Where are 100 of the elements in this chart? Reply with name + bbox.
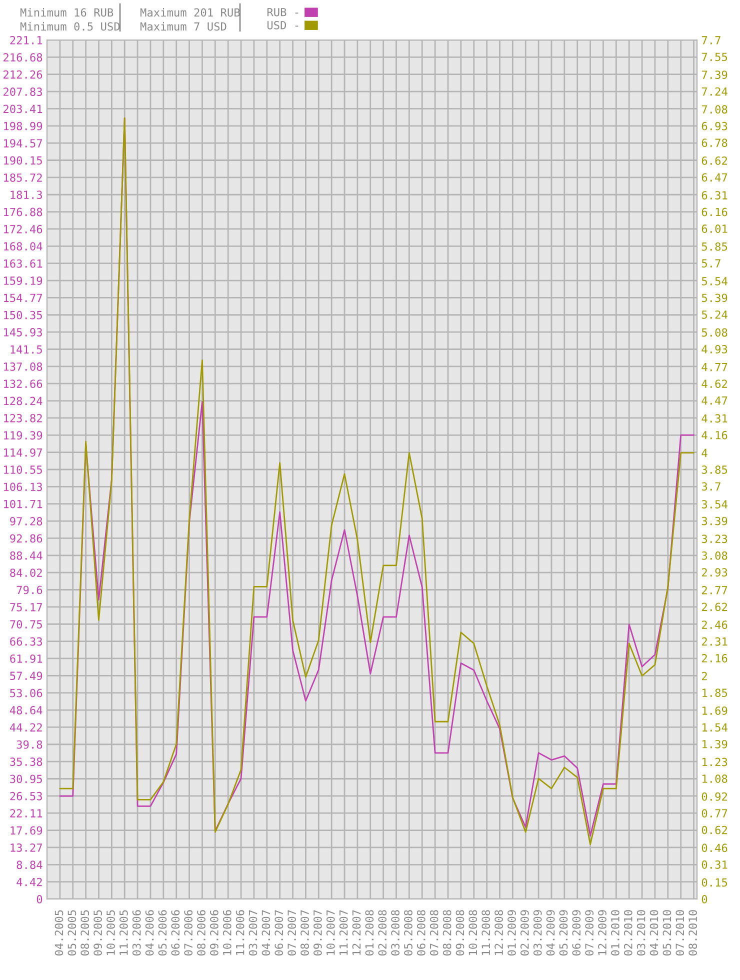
y-tick-label: 92.86 xyxy=(10,534,42,543)
x-tick-label: 02.2009 xyxy=(520,910,529,956)
y2-tick-label: 6.01 xyxy=(702,224,728,233)
y2-tick-label: 3.85 xyxy=(702,466,728,474)
x-tick-label: 05.2009 xyxy=(559,910,568,956)
y2-tick-label: 7.7 xyxy=(702,36,720,44)
x-tick-label: 06.2006 xyxy=(171,910,180,956)
y2-tick-label: 4.62 xyxy=(702,380,727,388)
y2-tick-label: 3.54 xyxy=(702,500,728,508)
x-tick-label: 08.2005 xyxy=(80,910,90,956)
y2-tick-label: 1.54 xyxy=(702,723,728,732)
y2-tick-label: 5.85 xyxy=(702,242,728,251)
x-tick-label: 01.2008 xyxy=(365,910,374,956)
y-tick-label: 97.28 xyxy=(10,517,42,526)
y-tick-label: 132.66 xyxy=(4,380,42,388)
y-tick-label: 44.22 xyxy=(10,723,42,732)
y-tick-label: 150.35 xyxy=(4,310,42,320)
x-tick-label: 01.2010 xyxy=(611,910,620,956)
x-tick-label: 05.2008 xyxy=(404,910,412,956)
x-tick-label: 02.2008 xyxy=(378,910,387,956)
y2-tick-label: 6.47 xyxy=(702,173,728,182)
y-tick-label: 79.6 xyxy=(16,586,42,594)
x-tick-label: 12.2008 xyxy=(494,910,503,955)
x-tick-label: 03.2006 xyxy=(132,910,141,956)
y2-tick-label: 2 xyxy=(702,672,707,680)
x-tick-label: 03.2007 xyxy=(248,910,258,956)
y2-tick-label: 7.55 xyxy=(702,52,728,62)
y2-tick-label: 5.39 xyxy=(702,294,728,302)
text: Minimum 0.5 USD xyxy=(20,22,120,31)
y-tick-label: 75.17 xyxy=(10,603,42,612)
y-tick-label: 168.04 xyxy=(4,242,42,251)
y2-tick-label: 7.24 xyxy=(702,87,728,96)
y2-tick-label: 5.7 xyxy=(702,259,720,268)
y2-tick-label: 3.08 xyxy=(702,551,728,560)
x-tick-label: 08.2010 xyxy=(688,910,698,956)
x-tick-label: 11.2005 xyxy=(119,910,128,955)
y-tick-label: 70.75 xyxy=(10,620,42,629)
x-tick-label: 08.2006 xyxy=(197,910,206,956)
y-tick-label: 123.82 xyxy=(4,414,42,422)
y-tick-label: 8.84 xyxy=(16,860,42,870)
x-tick-label: 09.2006 xyxy=(210,910,218,956)
y-tick-label: 13.27 xyxy=(10,843,42,852)
y-tick-label: 141.5 xyxy=(10,345,42,354)
y-tick-label: 114.97 xyxy=(4,448,42,457)
y-tick-label: 207.83 xyxy=(4,88,42,96)
y2-tick-label: 0.46 xyxy=(702,844,728,852)
y2-tick-label: 4 xyxy=(702,448,708,458)
x-tick-label: 03.2009 xyxy=(533,910,542,956)
y2-tick-label: 1.69 xyxy=(702,706,728,715)
x-tick-label: 08.2008 xyxy=(442,910,452,956)
x-tick-label: 07.2006 xyxy=(184,910,193,956)
x-tick-label: 07.2010 xyxy=(676,910,684,956)
x-tick-label: 12.2007 xyxy=(352,910,361,955)
y-tick-label: 216.68 xyxy=(4,53,42,62)
y-tick-label: 48.64 xyxy=(10,706,42,714)
x-tick-label: 12.2009 xyxy=(598,910,606,955)
x-tick-label: 09.2005 xyxy=(94,910,102,956)
text: Maximum 7 USD xyxy=(140,22,226,31)
x-tick-label: 04.2007 xyxy=(262,910,270,956)
y2-tick-label: 3.23 xyxy=(702,534,728,544)
x-tick-label: 06.2009 xyxy=(572,910,581,956)
y-tick-label: 30.95 xyxy=(10,774,42,784)
x-tick-label: 07.2007 xyxy=(288,910,296,956)
y-tick-label: 203.41 xyxy=(4,104,42,114)
y-tick-label: 84.02 xyxy=(10,568,42,577)
y-tick-label: 163.61 xyxy=(4,259,42,268)
y2-tick-label: 2.62 xyxy=(702,602,727,612)
x-tick-label: 01.2009 xyxy=(508,910,516,956)
y-tick-label: 194.57 xyxy=(4,139,42,148)
x-tick-label: 11.2008 xyxy=(482,910,490,955)
y-tick-label: 159.19 xyxy=(4,276,42,285)
legend-label: RUB - xyxy=(267,8,298,16)
y2-tick-label: 2.46 xyxy=(702,620,728,629)
y-tick-label: 154.77 xyxy=(4,294,42,302)
y-tick-label: 106.13 xyxy=(4,482,42,492)
y-tick-label: 26.53 xyxy=(10,792,42,800)
y-tick-label: 35.38 xyxy=(10,758,42,766)
y-tick-label: 101.71 xyxy=(4,500,42,508)
x-tick-label: 06.2008 xyxy=(416,910,426,956)
y-tick-label: 0 xyxy=(36,895,42,904)
y-tick-label: 128.24 xyxy=(4,396,42,406)
y2-tick-label: 1.85 xyxy=(702,688,728,698)
y2-tick-label: 2.93 xyxy=(702,568,728,577)
x-tick-label: 07.2008 xyxy=(430,910,438,956)
x-tick-label: 11.2006 xyxy=(236,910,244,955)
y2-tick-label: 6.31 xyxy=(702,191,728,200)
y2-tick-label: 4.16 xyxy=(702,430,728,440)
y2-tick-label: 1.39 xyxy=(702,740,728,748)
x-tick-label: 10.2008 xyxy=(468,910,478,955)
y2-tick-label: 1.08 xyxy=(702,774,728,783)
y-tick-label: 53.06 xyxy=(10,688,42,698)
y-tick-label: 57.49 xyxy=(10,672,42,680)
x-tick-label: 09.2007 xyxy=(313,910,322,956)
x-tick-label: 07.2009 xyxy=(585,910,594,956)
y2-tick-label: 6.93 xyxy=(702,122,728,130)
y2-tick-label: 0.62 xyxy=(702,826,727,834)
y-tick-label: 137.08 xyxy=(4,362,42,371)
y2-tick-label: 0.92 xyxy=(702,792,727,801)
x-tick-label: 10.2005 xyxy=(106,910,115,955)
y2-tick-label: 2.31 xyxy=(702,637,728,646)
